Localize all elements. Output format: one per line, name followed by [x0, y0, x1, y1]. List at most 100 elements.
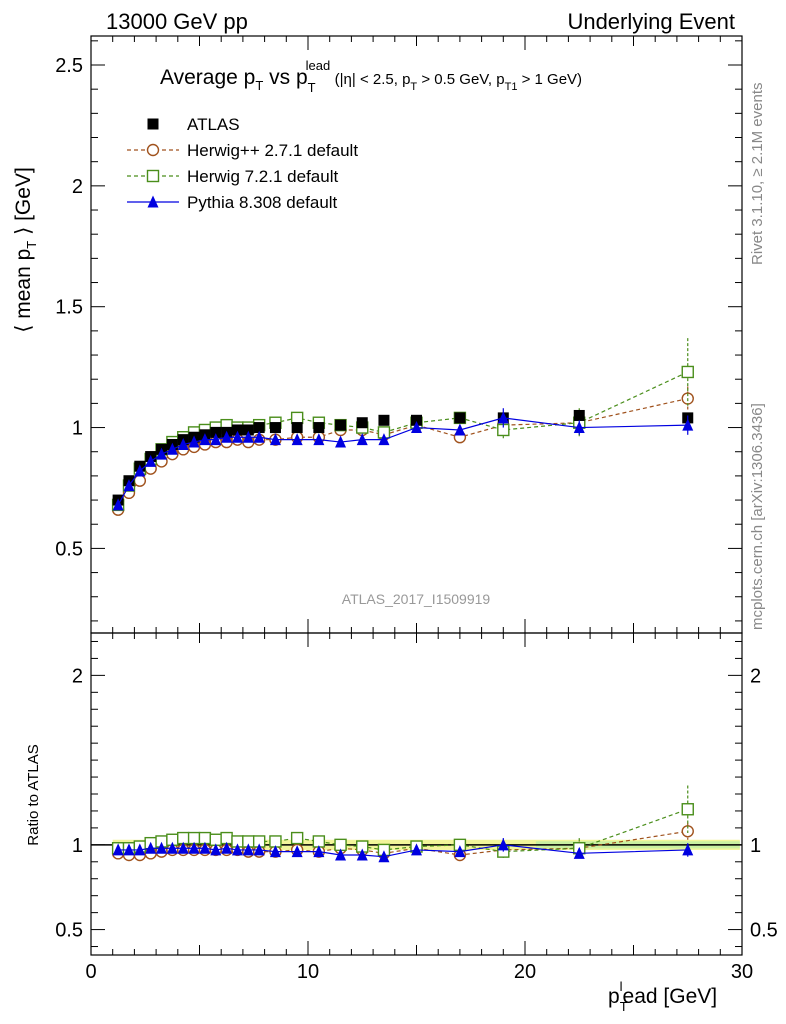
main-point: [497, 411, 509, 424]
legend-marker: [147, 118, 159, 130]
main-point: [573, 409, 585, 421]
y-tick-label: 2.5: [55, 55, 83, 77]
ratio-point: [291, 845, 303, 858]
header-left: 13000 GeV pp: [106, 9, 248, 34]
y-tick-label: 2: [72, 176, 83, 198]
ratio-point: [454, 845, 466, 858]
ratio-point: [166, 841, 178, 854]
legend-marker: [146, 143, 160, 157]
ratio-point: [290, 831, 304, 845]
ratio-y-tick-label: 2: [72, 665, 83, 687]
main-point: [145, 454, 157, 467]
main-point: [682, 418, 694, 431]
main-point: [335, 419, 347, 431]
main-point: [454, 412, 466, 424]
ratio-point: [497, 838, 509, 851]
ratio-point: [378, 850, 390, 863]
main-point: [411, 421, 422, 434]
ratio-point: [210, 843, 222, 856]
ratio-panel-series: [111, 785, 694, 863]
ratio-y-tick-label: 0.5: [55, 920, 83, 942]
legend-label: Herwig 7.2.1 default: [187, 167, 338, 186]
main-point: [210, 433, 222, 446]
ratio-point: [112, 843, 124, 856]
legend-marker: [146, 169, 160, 183]
main-point: [378, 433, 390, 446]
x-tick-label: 0: [85, 961, 96, 983]
y-tick-label: 1: [72, 418, 83, 440]
main-point: [199, 433, 211, 446]
ratio-point: [199, 841, 211, 854]
legend-label: ATLAS: [187, 115, 240, 134]
main-point: [253, 430, 265, 443]
main-point: [313, 433, 325, 446]
ratio-point: [177, 841, 189, 854]
main-point: [242, 430, 254, 443]
main-point: [335, 435, 347, 448]
main-point: [231, 424, 243, 436]
main-point: [269, 433, 281, 446]
rivet-label: Rivet 3.1.10, ≥ 2.1M events: [749, 83, 766, 266]
ratio-y-tick-label-right: 0.5: [750, 920, 778, 942]
x-tick-label: 10: [297, 961, 319, 983]
main-point: [177, 437, 189, 450]
legend-label: Herwig++ 2.7.1 default: [187, 141, 358, 160]
ratio-point: [681, 803, 694, 816]
ratio-y-tick-label-right: 1: [750, 835, 761, 857]
main-point: [291, 422, 303, 434]
main-point: [313, 422, 325, 434]
ratio-y-axis-label: Ratio to ATLAS: [25, 744, 42, 845]
main-point: [378, 414, 390, 426]
x-tick-label: 20: [514, 961, 536, 983]
ratio-point: [188, 841, 200, 854]
main-point: [253, 422, 265, 434]
ratio-panel-frame: [90, 632, 743, 956]
main-point: [573, 421, 585, 434]
analysis-watermark: ATLAS_2017_I1509919: [342, 591, 491, 607]
main-point: [210, 426, 222, 438]
y-axis-label: ⟨ mean pT ⟩ [GeV]: [12, 167, 39, 333]
mcplots-label: mcplots.cern.ch [arXiv:1306.3436]: [749, 403, 766, 630]
main-point: [231, 430, 243, 443]
ratio-point: [145, 841, 157, 854]
plot-title: Average pT vs pTlead (|η| < 2.5, pT > 0.…: [160, 58, 582, 95]
ratio-point: [573, 846, 585, 859]
main-point: [156, 447, 168, 460]
main-point: [681, 365, 694, 379]
main-point: [356, 417, 368, 429]
main-point: [356, 433, 368, 446]
ratio-point: [682, 843, 694, 856]
main-point: [269, 422, 281, 434]
ratio-point: [134, 843, 146, 856]
ratio-point: [313, 845, 325, 858]
header-right: Underlying Event: [567, 9, 735, 34]
main-point: [134, 464, 146, 477]
main-panel-series: [111, 338, 694, 516]
axis-ticks: 0 10 20 30 0.5 1 1.5 2 2.5 0.5 0.5 1 1 2 2: [55, 36, 778, 983]
main-point: [242, 424, 254, 436]
main-point: [112, 498, 124, 511]
main-point: [290, 411, 304, 425]
ratio-point: [356, 848, 368, 861]
ratio-y-tick-label-right: 2: [750, 665, 761, 687]
legend: ATLAS Herwig++ 2.7.1 default Herwig 7.2.1 …: [127, 115, 358, 212]
x-tick-label: 30: [731, 961, 753, 983]
ratio-point: [411, 843, 422, 856]
main-point: [291, 433, 303, 446]
legend-label: Pythia 8.308 default: [187, 193, 338, 212]
ratio-point: [253, 843, 265, 856]
ratio-point: [231, 843, 243, 856]
main-point: [411, 414, 422, 426]
main-point: [188, 435, 200, 448]
main-point: [454, 423, 466, 436]
main-point: [123, 479, 135, 492]
main-point: [221, 430, 233, 443]
legend-marker: [147, 195, 159, 208]
ratio-point: [156, 841, 168, 854]
x-axis-label: pTlead [GeV]: [608, 979, 717, 1014]
ratio-y-tick-label: 1: [72, 835, 83, 857]
ratio-point: [269, 845, 281, 858]
ratio-point: [242, 843, 254, 856]
ratio-point: [335, 848, 347, 861]
